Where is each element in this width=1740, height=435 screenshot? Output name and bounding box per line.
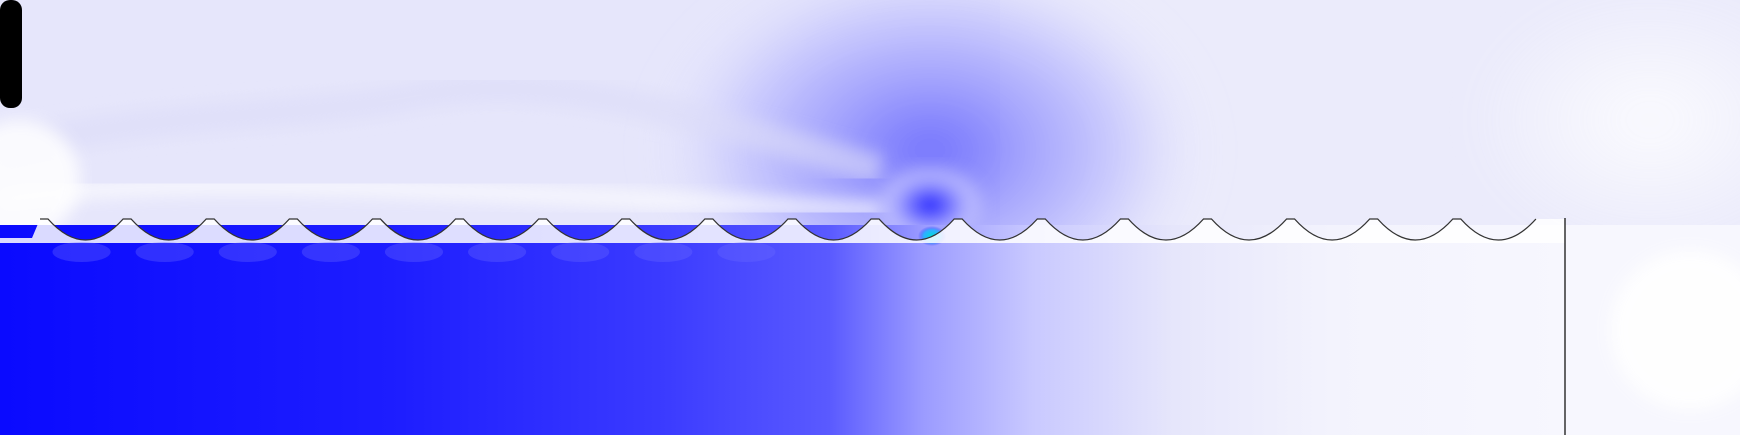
crest-wake <box>551 242 610 262</box>
crest-wake <box>218 242 277 262</box>
crest-wake <box>717 242 776 262</box>
wall-outline <box>40 218 1537 241</box>
crest-wake <box>634 242 693 262</box>
crest-wake <box>384 242 444 262</box>
right-white-swirl <box>1470 0 1740 250</box>
left-wall-block <box>0 0 22 108</box>
crest-wake <box>52 242 111 262</box>
left-white-patch <box>0 120 80 240</box>
lower-flow-region <box>0 225 1565 435</box>
outlet-glow <box>1610 250 1740 410</box>
outer-contour <box>0 73 885 185</box>
crest-wake <box>467 242 527 262</box>
scalloped-wall <box>0 218 1565 262</box>
shear-layer-streak <box>0 177 881 218</box>
crest-wake <box>135 242 194 262</box>
wall-fill <box>0 219 1565 243</box>
crest-wake <box>301 242 360 262</box>
